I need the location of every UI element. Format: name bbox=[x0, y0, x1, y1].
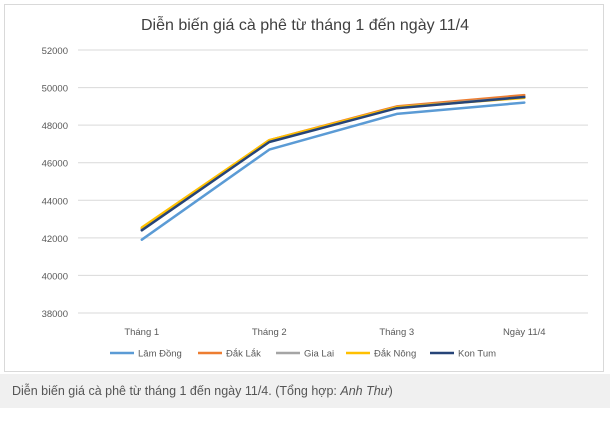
y-tick-label: 46000 bbox=[42, 159, 68, 170]
y-tick-label: 50000 bbox=[42, 84, 68, 95]
legend-label: Đắk Nông bbox=[374, 349, 416, 360]
y-axis-ticks: 38000 40000 42000 44000 46000 48000 50000 52000 bbox=[42, 46, 68, 320]
legend-label: Lâm Đồng bbox=[138, 349, 182, 360]
legend-label: Kon Tum bbox=[458, 349, 496, 360]
gridlines bbox=[78, 49, 588, 314]
y-tick-label: 40000 bbox=[42, 271, 68, 282]
y-tick-label: 42000 bbox=[42, 234, 68, 245]
line-chart: Diễn biến giá cà phê từ tháng 1 đến ngày… bbox=[42, 15, 588, 360]
legend: Lâm Đồng Đắk Lắk Gia Lai Đắk Nông Kon Tum bbox=[110, 349, 496, 360]
x-tick-label: Tháng 1 bbox=[124, 327, 159, 338]
x-tick-label: Tháng 2 bbox=[252, 327, 287, 338]
x-tick-label: Ngày 11/4 bbox=[503, 327, 546, 338]
x-tick-label: Tháng 3 bbox=[379, 327, 414, 338]
y-tick-label: 38000 bbox=[42, 309, 68, 320]
y-tick-label: 48000 bbox=[42, 121, 68, 132]
chart-frame: Diễn biến giá cà phê từ tháng 1 đến ngày… bbox=[4, 4, 604, 372]
image-caption: Diễn biến giá cà phê từ tháng 1 đến ngày… bbox=[0, 374, 610, 408]
y-tick-label: 44000 bbox=[42, 196, 68, 207]
caption-text: Diễn biến giá cà phê từ tháng 1 đến ngày… bbox=[12, 384, 341, 398]
series-line bbox=[140, 93, 526, 230]
series-line bbox=[140, 95, 526, 232]
x-axis-ticks: Tháng 1 Tháng 2 Tháng 3 Ngày 11/4 bbox=[124, 327, 545, 338]
y-tick-label: 52000 bbox=[42, 46, 68, 57]
legend-label: Gia Lai bbox=[304, 349, 334, 360]
legend-label: Đắk Lắk bbox=[226, 349, 261, 360]
caption-close: ) bbox=[388, 384, 393, 398]
series-lines bbox=[140, 93, 526, 241]
caption-author: Anh Thư bbox=[340, 384, 389, 398]
chart-title: Diễn biến giá cà phê từ tháng 1 đến ngày… bbox=[141, 15, 469, 34]
series-line bbox=[140, 101, 526, 241]
